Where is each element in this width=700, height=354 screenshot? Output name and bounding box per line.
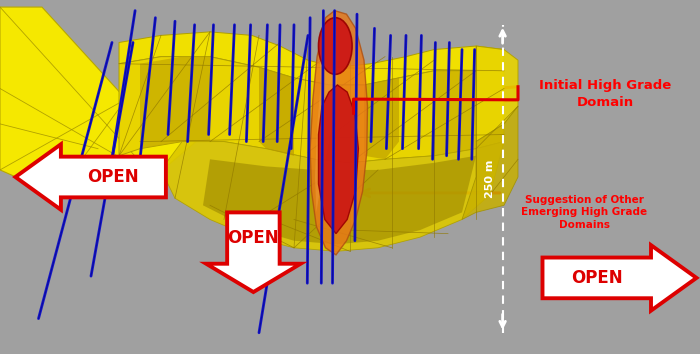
- Polygon shape: [364, 78, 399, 159]
- Text: Initial High Grade
Domain: Initial High Grade Domain: [540, 79, 671, 109]
- Polygon shape: [15, 144, 166, 210]
- Polygon shape: [119, 32, 504, 85]
- Polygon shape: [161, 142, 504, 251]
- Text: Suggestion of Other
Emerging High Grade
Domains: Suggestion of Other Emerging High Grade …: [522, 195, 648, 230]
- Polygon shape: [259, 67, 294, 156]
- Text: 250 m: 250 m: [485, 160, 495, 198]
- Text: OPEN: OPEN: [88, 168, 139, 186]
- Polygon shape: [203, 156, 476, 244]
- Polygon shape: [462, 106, 518, 219]
- Text: OPEN: OPEN: [228, 229, 279, 247]
- Polygon shape: [434, 71, 476, 156]
- Polygon shape: [318, 85, 358, 234]
- Polygon shape: [206, 212, 301, 292]
- Polygon shape: [310, 11, 368, 255]
- Polygon shape: [542, 245, 696, 311]
- Polygon shape: [0, 7, 196, 195]
- Polygon shape: [315, 21, 339, 212]
- Polygon shape: [140, 57, 210, 149]
- Ellipse shape: [318, 18, 352, 74]
- Polygon shape: [476, 46, 518, 142]
- Polygon shape: [119, 57, 504, 163]
- Text: OPEN: OPEN: [571, 269, 622, 287]
